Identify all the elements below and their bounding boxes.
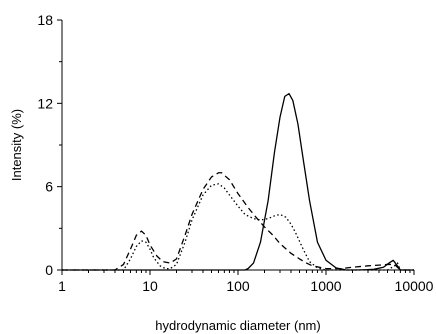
x-tick-label: 10000 xyxy=(395,278,434,294)
y-tick-label: 6 xyxy=(45,179,53,195)
x-tick-label: 10 xyxy=(142,278,158,294)
series-line-solid xyxy=(62,92,414,271)
y-tick-label: 18 xyxy=(37,12,53,28)
series-line-dotted xyxy=(62,183,414,271)
x-tick-label: 100 xyxy=(226,278,250,294)
x-tick-label: 1000 xyxy=(310,278,341,294)
y-tick-label: 12 xyxy=(37,95,53,111)
x-tick-label: 1 xyxy=(58,278,66,294)
axis-labels: hydrodynamic diameter (nm) Intensity (%) xyxy=(9,109,321,333)
axes: 0 6 12 18 1 10 100 1000 10000 xyxy=(37,12,433,294)
series-line-dashed xyxy=(62,172,414,271)
y-tick-label: 0 xyxy=(45,262,53,278)
y-axis-label: Intensity (%) xyxy=(9,109,24,181)
x-axis-label: hydrodynamic diameter (nm) xyxy=(155,318,320,333)
series-layer xyxy=(62,92,414,271)
